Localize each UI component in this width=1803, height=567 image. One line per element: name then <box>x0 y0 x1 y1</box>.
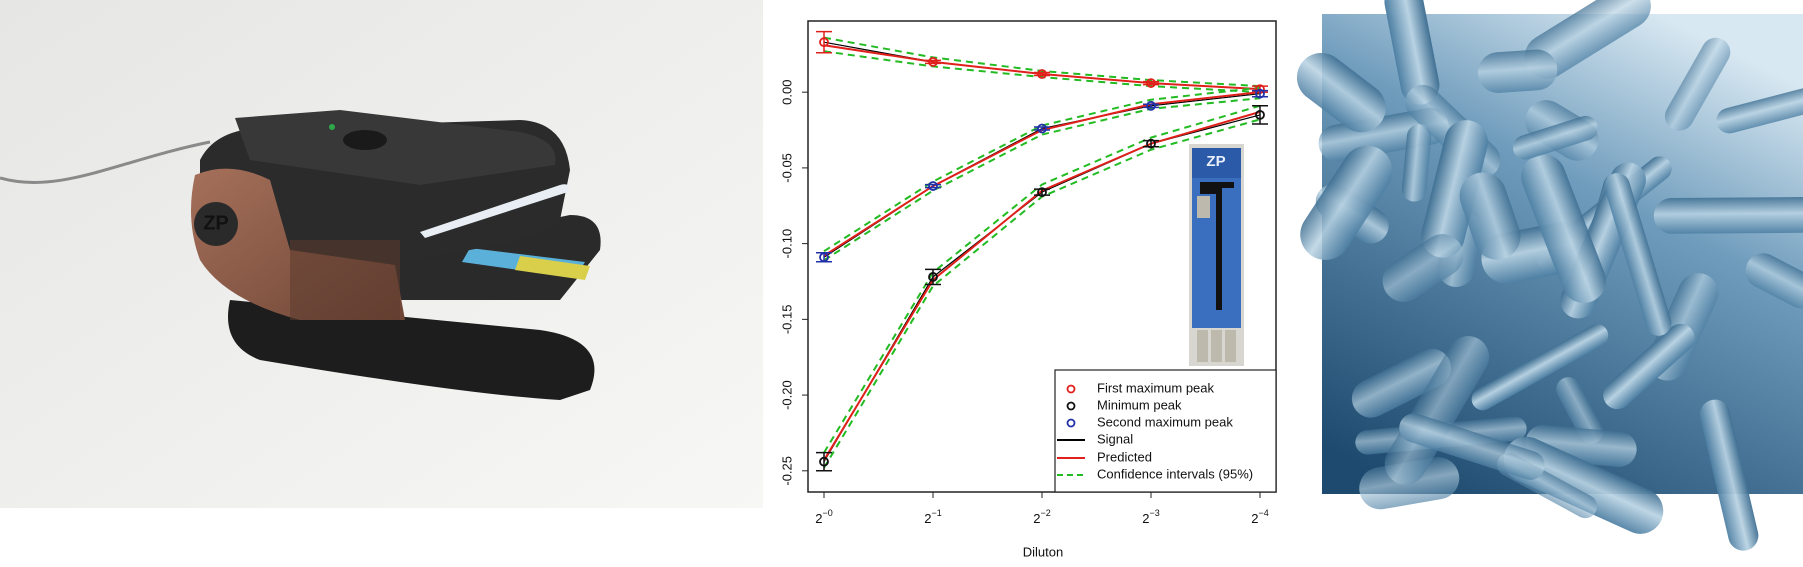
bacterium <box>1477 49 1558 93</box>
error-bar <box>816 451 832 472</box>
error-bar <box>816 30 832 54</box>
x-tick-base: 2 <box>1033 511 1040 526</box>
x-tick-base: 2 <box>924 511 931 526</box>
point <box>819 37 829 48</box>
point <box>819 456 829 467</box>
x-tick-label: 2−2 <box>1033 508 1051 526</box>
y-tick-label: -0.15 <box>779 305 794 335</box>
x-tick-label: 2−1 <box>924 508 942 526</box>
chart: ZP Diluton 0.00 -0.05 -0.10 -0.15 -0.20 -0.25… <box>779 20 1277 559</box>
point <box>1037 123 1047 134</box>
device-logo: ZP <box>203 212 229 234</box>
bacterium <box>1745 253 1803 309</box>
error-bar <box>925 183 941 189</box>
point <box>928 272 938 282</box>
x-tick-exponent: −2 <box>1040 508 1050 518</box>
x-tick-label: 2−0 <box>815 508 833 526</box>
bacterium <box>1421 120 1488 258</box>
x-tick-label: 2−4 <box>1251 508 1269 526</box>
y-tick-label: -0.25 <box>779 456 794 486</box>
y-tick-label: 0.00 <box>779 80 794 105</box>
point <box>928 181 938 191</box>
point <box>1146 78 1156 88</box>
bacterium <box>1512 115 1598 160</box>
confidence-line <box>823 86 1261 253</box>
legend-label: Minimum peak <box>1097 397 1182 412</box>
error-bar <box>1034 71 1050 77</box>
bacterium <box>1471 324 1609 411</box>
legend-label: Signal <box>1097 431 1133 446</box>
legend-label: Confidence intervals (95%) <box>1097 466 1253 481</box>
point <box>819 252 829 263</box>
error-bar <box>1143 139 1159 148</box>
bacterium <box>1459 172 1521 260</box>
bacterium <box>1351 348 1451 418</box>
point <box>1255 88 1265 99</box>
legend-label: Predicted <box>1097 449 1152 464</box>
bacterium <box>1401 124 1432 202</box>
error-bar <box>1252 89 1268 98</box>
bacterium <box>1524 0 1651 79</box>
legend-marker <box>1066 401 1076 411</box>
bacterium <box>1296 52 1386 133</box>
bacterium <box>1318 107 1449 162</box>
point <box>1255 109 1265 120</box>
device-photo: ZP <box>0 0 763 508</box>
bacterium <box>1664 37 1731 131</box>
point <box>1146 138 1156 149</box>
error-bar <box>1034 126 1050 131</box>
error-bar <box>1034 188 1050 196</box>
error-bar <box>1143 80 1159 86</box>
y-tick-label: -0.05 <box>779 153 794 183</box>
error-bar <box>925 268 941 286</box>
bacteria-illustration <box>1296 0 1803 551</box>
legend-label: First maximum peak <box>1097 380 1215 395</box>
point <box>1037 69 1047 79</box>
confidence-line <box>823 50 1261 94</box>
legend-label: Second maximum peak <box>1097 414 1233 429</box>
x-tick-label: 2−3 <box>1142 508 1160 526</box>
bacterium <box>1384 0 1440 105</box>
bacterium <box>1399 413 1545 480</box>
x-tick-exponent: −0 <box>822 508 832 518</box>
y-tick-label: -0.10 <box>779 229 794 259</box>
x-tick-exponent: −1 <box>931 508 941 518</box>
y-tick-label: -0.20 <box>779 380 794 410</box>
error-bar <box>1143 103 1159 109</box>
bacterium <box>1604 173 1672 336</box>
legend <box>1054 369 1277 493</box>
confidence-line <box>823 36 1261 88</box>
bacterium <box>1521 154 1606 303</box>
bacterium <box>1716 84 1803 134</box>
x-tick-base: 2 <box>1251 511 1258 526</box>
legend-marker <box>1066 418 1076 428</box>
x-tick-exponent: −4 <box>1258 508 1268 518</box>
confidence-line <box>823 104 1261 454</box>
error-bar <box>925 59 941 65</box>
bacterium <box>1382 234 1464 302</box>
sensor-logo: ZP <box>1206 153 1225 170</box>
bacterium <box>1556 377 1604 444</box>
bacterium <box>1603 323 1695 410</box>
bacterium <box>1384 336 1490 485</box>
point <box>1146 100 1156 111</box>
x-axis-title: Diluton <box>1023 544 1063 559</box>
x-tick-base: 2 <box>815 511 822 526</box>
point <box>928 56 938 67</box>
bacterium <box>1300 145 1393 260</box>
confidence-line <box>823 97 1261 262</box>
legend-marker <box>1066 384 1076 394</box>
point <box>1037 187 1047 198</box>
x-tick-exponent: −3 <box>1149 508 1159 518</box>
sensor-inset: ZP <box>1189 144 1244 366</box>
bacterium <box>1653 196 1803 234</box>
x-tick-base: 2 <box>1142 511 1149 526</box>
bacterium <box>1699 399 1759 551</box>
error-bar <box>1252 105 1268 125</box>
